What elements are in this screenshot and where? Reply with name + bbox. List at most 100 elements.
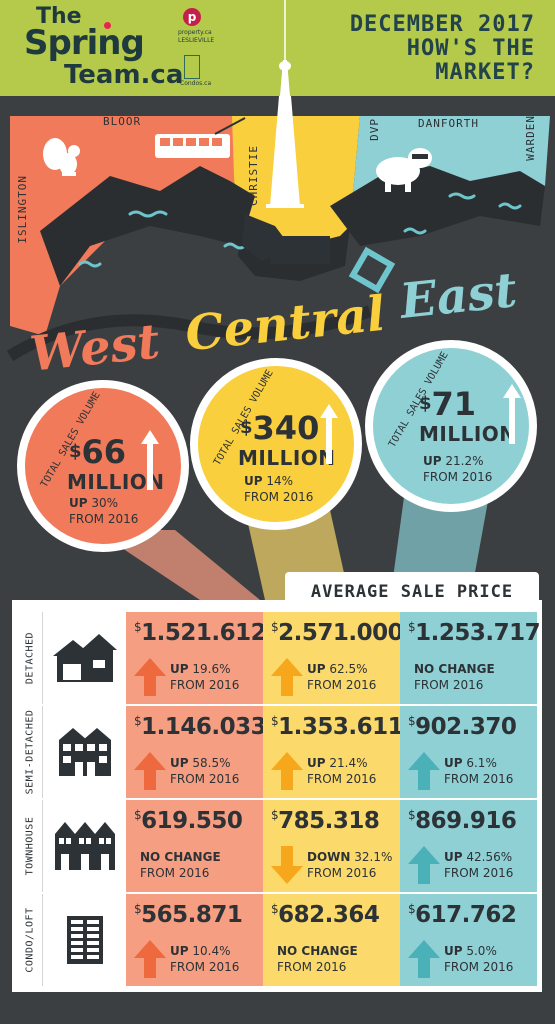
volume-from: FROM 2016 [244, 490, 314, 504]
row-icon-cell [42, 800, 127, 892]
change-direction: UP [170, 756, 189, 770]
change-from: FROM 2016 [277, 960, 347, 974]
down-arrow-icon [271, 846, 303, 884]
row-icon-cell [42, 706, 127, 798]
price-cell: $869.916 UP 42.56% FROM 2016 [400, 800, 537, 892]
change-text: UP 62.5% [307, 662, 367, 677]
change-direction: NO CHANGE [277, 944, 358, 958]
change-from: FROM 2016 [170, 772, 240, 786]
average-price: $565.871 [134, 902, 243, 928]
row-label: SEMI-DETACHED [24, 709, 36, 795]
change-percent: 19.6% [188, 662, 231, 676]
volume-amount: 71 [431, 385, 477, 423]
row-label-cell: DETACHED [17, 612, 42, 704]
castle-icon [242, 214, 330, 264]
change-from: FROM 2016 [307, 678, 377, 692]
change-direction: UP [444, 756, 463, 770]
row-label-cell: TOWNHOUSE [17, 800, 42, 892]
change-direction: UP [170, 662, 189, 676]
price-cell: $1.146.033 UP 58.5% FROM 2016 [126, 706, 267, 798]
change-percent: 5.0% [462, 944, 497, 958]
price-value: 2.571.000 [278, 620, 404, 646]
raccoon-icon [376, 148, 432, 192]
header-banner: The Spring Team.ca p property.ca LESLIEV… [0, 0, 555, 96]
average-price: $785.318 [271, 808, 380, 834]
price-value: 617.762 [415, 902, 517, 928]
change-text: UP 58.5% [170, 756, 230, 771]
price-value: 619.550 [141, 808, 243, 834]
currency-symbol: $ [408, 620, 416, 634]
price-value: 785.318 [278, 808, 380, 834]
up-arrow-icon [408, 940, 440, 978]
change-direction: UP [444, 850, 463, 864]
average-price: $1.353.611 [271, 714, 404, 740]
change-text: DOWN 32.1% [307, 850, 392, 865]
street-label-christie: CHRISTIE [247, 145, 260, 206]
currency-symbol: $ [134, 714, 142, 728]
change-direction: UP [307, 662, 326, 676]
change-percent: 32.1% [350, 850, 393, 864]
average-price: $617.762 [408, 902, 517, 928]
volume-pct: 30% [91, 496, 119, 510]
change-from: FROM 2016 [444, 772, 514, 786]
currency-symbol: $ [271, 714, 279, 728]
volume-amount: 66 [81, 433, 127, 471]
change-direction: NO CHANGE [414, 662, 495, 676]
volume-currency: $ [240, 417, 253, 438]
price-cell: $617.762 UP 5.0% FROM 2016 [400, 894, 537, 986]
currency-symbol: $ [271, 808, 279, 822]
price-grid: DETACHED $1.521.612 UP 19.6% FROM 2016 $2.5… [17, 612, 541, 987]
up-arrow-icon [134, 940, 166, 978]
change-percent: 62.5% [325, 662, 368, 676]
currency-symbol: $ [271, 902, 279, 916]
currency-symbol: $ [134, 902, 142, 916]
price-cell: $2.571.000 UP 62.5% FROM 2016 [263, 612, 404, 704]
table-title: AVERAGE SALE PRICE [285, 572, 539, 612]
volume-direction: UP [244, 474, 263, 488]
up-arrow-icon [271, 658, 303, 696]
logo-team: Team.ca [64, 60, 184, 90]
change-percent: 10.4% [188, 944, 231, 958]
change-from: FROM 2016 [444, 866, 514, 880]
cn-tower-top-icon [279, 0, 291, 96]
change-from: FROM 2016 [170, 960, 240, 974]
average-price: $682.364 [271, 902, 380, 928]
street-label-danforth: DANFORTH [418, 117, 479, 130]
property-logo-text: property.ca [178, 29, 212, 36]
price-cell: $619.550 NO CHANGE FROM 2016 [126, 800, 263, 892]
townhouse-icon [55, 822, 115, 870]
price-cell: $902.370 UP 6.1% FROM 2016 [400, 706, 537, 798]
change-text: NO CHANGE [414, 662, 495, 677]
volume-amount: 340 [252, 409, 320, 447]
sales-volume-circle-central: TOTAL SALES VOLUME $340 MILLION UP 14% F… [190, 358, 362, 530]
change-direction: UP [444, 944, 463, 958]
up-arrow-icon [134, 658, 166, 696]
volume-pct: 21.2% [445, 454, 484, 468]
row-label-cell: SEMI-DETACHED [17, 706, 42, 798]
up-arrow-icon [271, 752, 303, 790]
title-line-2: HOW'S THE [406, 36, 535, 61]
change-percent: 42.56% [462, 850, 513, 864]
up-arrow-icon [141, 430, 159, 490]
currency-symbol: $ [134, 808, 142, 822]
semi-detached-icon [59, 728, 111, 776]
price-value: 565.871 [141, 902, 243, 928]
volume-from: FROM 2016 [69, 512, 139, 526]
change-percent: 58.5% [188, 756, 231, 770]
price-value: 1.146.033 [141, 714, 267, 740]
change-from: FROM 2016 [307, 772, 377, 786]
average-price: $1.521.612 [134, 620, 267, 646]
street-label-warden: WARDEN [524, 115, 537, 161]
logo-dot-icon [104, 22, 111, 29]
change-from: FROM 2016 [170, 678, 240, 692]
average-price: $869.916 [408, 808, 517, 834]
price-cell: $565.871 UP 10.4% FROM 2016 [126, 894, 263, 986]
squirrel-icon [43, 138, 80, 176]
up-arrow-icon [408, 752, 440, 790]
condo-building-icon [67, 916, 103, 964]
volume-unit: MILLION [419, 422, 517, 446]
change-percent: 6.1% [462, 756, 497, 770]
volume-currency: $ [69, 441, 82, 462]
row-label: CONDO/LOFT [24, 907, 36, 973]
title-line-3: MARKET? [435, 60, 535, 85]
